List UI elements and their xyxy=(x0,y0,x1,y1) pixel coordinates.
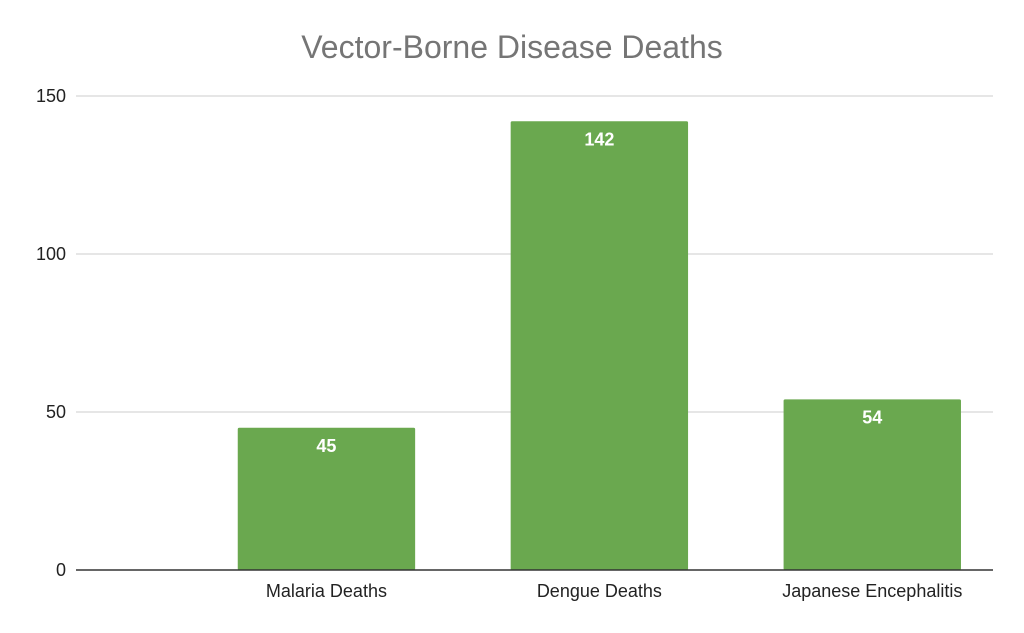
data-label: 54 xyxy=(862,407,882,427)
data-label: 45 xyxy=(316,436,336,456)
x-category-label: Dengue Deaths xyxy=(537,581,662,601)
data-label: 142 xyxy=(584,129,614,149)
y-tick-label: 100 xyxy=(36,244,66,264)
y-tick-label: 0 xyxy=(56,560,66,580)
bar xyxy=(237,427,416,570)
data-labels: 45 142 54 xyxy=(316,129,882,456)
x-category-label: Japanese Encephalitis xyxy=(782,581,962,601)
y-axis-ticks: 0 50 100 150 xyxy=(36,86,66,580)
x-category-label: Malaria Deaths xyxy=(266,581,387,601)
y-tick-label: 150 xyxy=(36,86,66,106)
y-tick-label: 50 xyxy=(46,402,66,422)
chart-title: Vector-Borne Disease Deaths xyxy=(301,29,723,65)
bars xyxy=(237,121,961,570)
bar xyxy=(783,399,961,570)
bar xyxy=(510,121,689,570)
x-axis-categories: Malaria Deaths Dengue Deaths Japanese Ence… xyxy=(266,581,962,601)
